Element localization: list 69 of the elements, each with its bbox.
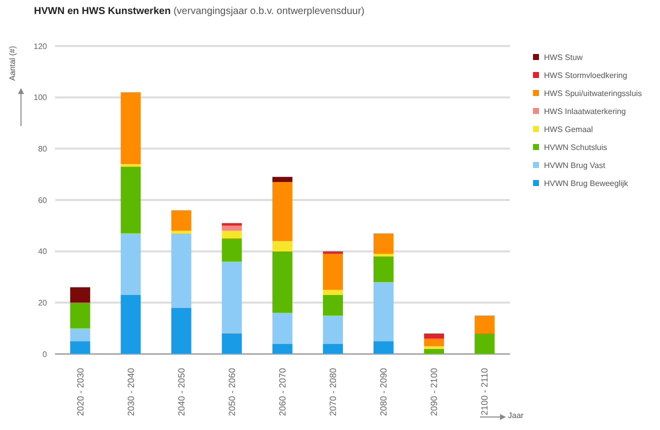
bar — [424, 338, 444, 346]
bar — [374, 341, 394, 354]
bar — [120, 294, 141, 354]
bar — [374, 254, 394, 256]
bar — [70, 328, 90, 342]
bar — [374, 282, 394, 342]
bar — [322, 316, 343, 344]
chart-subtitle: (vervangingsjaar o.b.v. ontwerplevensduur) — [173, 6, 364, 17]
bar — [322, 294, 343, 316]
bar — [70, 287, 90, 303]
legend-label: HWS Stormvloedkering — [544, 70, 628, 80]
x-tick-label: 2030 - 2040 — [126, 368, 136, 416]
bar — [70, 341, 90, 354]
y-axis-title: Aantal (#) — [8, 46, 17, 81]
bar — [171, 308, 192, 354]
x-tick-label: 2090 - 2100 — [429, 368, 440, 416]
x-tick-label: 2070 - 2080 — [328, 368, 338, 416]
y-tick-label: 100 — [34, 93, 48, 102]
bar — [222, 223, 242, 226]
legend-label: HWS Spui/uitwateringssluis — [544, 88, 642, 98]
bar — [424, 346, 444, 349]
x-tick-label: 2080 - 2090 — [378, 368, 389, 416]
bar — [120, 233, 141, 295]
legend-label: HWS Stuw — [544, 52, 583, 62]
bar — [272, 251, 292, 313]
legend-label: HVWN Brug Beweeglijk — [544, 178, 628, 188]
bar — [474, 333, 495, 354]
x-tick-label: 2050 - 2060 — [226, 368, 237, 416]
bar — [424, 333, 444, 339]
x-tick-label: 2020 - 2030 — [75, 368, 86, 416]
bar — [222, 238, 242, 262]
bar — [322, 344, 343, 354]
y-tick-label: 0 — [42, 350, 48, 359]
bar — [374, 233, 394, 254]
legend-label: HWS Gemaal — [544, 124, 593, 134]
x-tick-label: 2040 - 2050 — [176, 368, 186, 416]
y-tick-label: 60 — [38, 196, 48, 205]
bar — [222, 230, 242, 238]
bar — [272, 312, 292, 344]
bar — [171, 230, 192, 234]
bar — [374, 256, 394, 282]
bar — [222, 226, 242, 231]
bar — [120, 166, 141, 234]
bar — [272, 176, 292, 182]
bar — [70, 302, 90, 328]
bar — [474, 316, 495, 334]
bar — [171, 233, 192, 308]
legend-label: HWS Inlaatwaterkering — [544, 106, 626, 116]
bar — [322, 290, 343, 295]
y-tick-label: 120 — [34, 42, 48, 51]
bar — [272, 344, 292, 354]
bar — [272, 241, 292, 252]
y-tick-label: 40 — [38, 247, 48, 256]
x-axis-title: Jaar — [508, 411, 524, 420]
bar — [120, 164, 141, 167]
bar — [171, 210, 192, 231]
bar — [222, 262, 242, 334]
bar — [120, 92, 141, 164]
chart-title: HVWN en HWS Kunstwerken — [34, 6, 171, 17]
y-tick-label: 80 — [38, 144, 48, 154]
bar — [322, 254, 343, 290]
x-tick-label: 2100 - 2110 — [480, 368, 490, 416]
y-tick-label: 20 — [38, 298, 48, 308]
legend-label: HVWN Brug Vast — [544, 160, 606, 170]
bar — [222, 333, 242, 354]
legend-label: HVWN Schutsluis — [544, 142, 608, 152]
bar — [322, 251, 343, 254]
x-tick-label: 2060 - 2070 — [278, 368, 288, 416]
bar — [272, 182, 292, 242]
